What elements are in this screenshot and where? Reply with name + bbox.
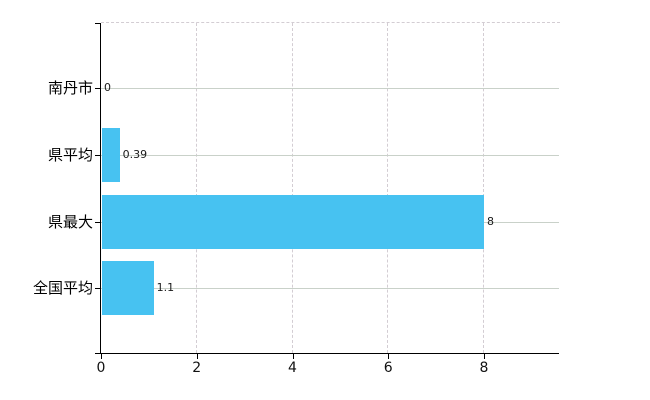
- x-axis-tick: [196, 353, 198, 359]
- v-gridline: [291, 23, 293, 353]
- x-axis-line: [95, 353, 559, 354]
- x-axis-tick: [484, 353, 485, 359]
- category-label: 南丹市: [47, 79, 93, 97]
- x-axis-tick-label: 0: [96, 360, 106, 376]
- y-axis-tick: [95, 222, 101, 223]
- y-axis-tick: [95, 288, 101, 289]
- y-axis-tick: [95, 88, 101, 89]
- v-gridline: [387, 23, 389, 353]
- x-axis-tick: [292, 353, 294, 359]
- bar-value-label: 0: [104, 81, 111, 94]
- category-label: 県平均: [47, 146, 93, 164]
- x-axis-tick-label: 4: [288, 360, 297, 376]
- bar-value-label: 1.1: [156, 281, 175, 294]
- y-axis-tick: [95, 155, 101, 156]
- bar-value-label: 0.39: [122, 148, 148, 161]
- category-gridline: [101, 288, 559, 289]
- plot-top-border: [101, 22, 560, 23]
- category-gridline: [101, 155, 559, 156]
- y-axis-line: [100, 23, 101, 354]
- x-axis-tick-label: 6: [383, 360, 393, 376]
- x-axis-tick-label: 8: [479, 360, 489, 376]
- bar-value-label: 8: [487, 215, 494, 228]
- v-gridline: [483, 23, 484, 353]
- bar: [102, 128, 120, 182]
- bar: [102, 261, 154, 315]
- v-gridline: [195, 23, 197, 353]
- bar: [102, 195, 484, 249]
- y-axis-top-tick: [95, 23, 101, 24]
- category-gridline: [101, 88, 559, 89]
- x-axis-tick: [388, 353, 390, 359]
- category-label: 県最大: [47, 213, 93, 231]
- category-label: 全国平均: [32, 279, 93, 297]
- x-axis-tick-label: 2: [192, 360, 202, 376]
- x-axis-tick: [101, 353, 102, 359]
